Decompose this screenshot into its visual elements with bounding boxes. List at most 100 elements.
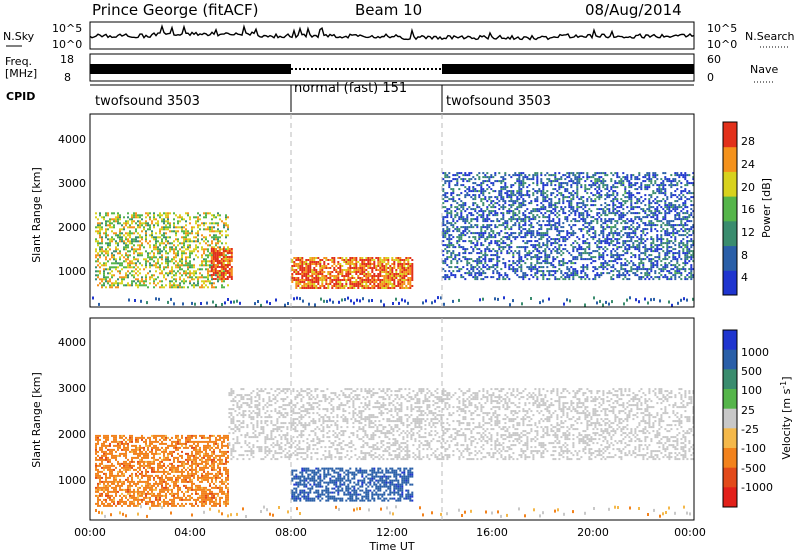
power-cell (518, 180, 520, 182)
power-cell (488, 260, 490, 262)
power-cell (177, 262, 179, 264)
power-cell (293, 261, 295, 263)
power-cell (594, 278, 596, 280)
power-cell (564, 218, 566, 220)
power-cell (616, 172, 618, 174)
power-cell (458, 240, 460, 242)
power-cell (638, 250, 640, 252)
power-cell (676, 252, 678, 254)
power-cell (205, 216, 207, 218)
power-cell (494, 226, 496, 228)
power-cell (566, 272, 568, 274)
power-cell (574, 256, 576, 258)
power-cell (556, 252, 558, 254)
power-cell (610, 172, 612, 174)
power-cell (215, 278, 217, 280)
power-cell (173, 252, 175, 254)
power-cell (522, 176, 524, 178)
power-cell (536, 200, 538, 202)
power-cell (203, 216, 205, 218)
power-cell (516, 198, 518, 200)
power-cell (197, 232, 199, 234)
power-cell (602, 180, 604, 182)
power-cell (137, 226, 139, 228)
power-cell (654, 256, 656, 258)
power-cell (492, 232, 494, 234)
power-cell (660, 188, 662, 190)
power-cell (630, 270, 632, 272)
power-cell (187, 230, 189, 232)
power-cell (662, 258, 664, 260)
power-cell (546, 228, 548, 230)
power-cell (542, 242, 544, 244)
power-cell (564, 240, 566, 242)
power-cell (458, 252, 460, 254)
power-cell (349, 281, 351, 283)
power-cell (592, 278, 594, 280)
power-cell (638, 258, 640, 260)
power-cell (446, 212, 448, 214)
power-cell (211, 230, 213, 232)
power-cell (117, 282, 119, 284)
power-cell (490, 200, 492, 202)
power-cell (295, 279, 297, 281)
power-cell (299, 259, 301, 261)
power-cell (155, 240, 157, 242)
power-cell (600, 230, 602, 232)
power-cell (211, 278, 213, 280)
power-cell (462, 252, 464, 254)
power-cell (566, 188, 568, 190)
power-cell (444, 210, 446, 212)
power-cell (536, 198, 538, 200)
power-cell (634, 264, 636, 266)
power-cell (401, 283, 403, 285)
power-cell (456, 260, 458, 262)
power-cell (225, 270, 227, 272)
power-cell (608, 208, 610, 210)
power-cell (468, 180, 470, 182)
power-cell (135, 212, 137, 214)
power-cell (524, 248, 526, 250)
power-cell (608, 238, 610, 240)
power-cell (105, 262, 107, 264)
power-cell (638, 276, 640, 278)
power-cell (632, 222, 634, 224)
power-cell (610, 200, 612, 202)
power-cell (205, 258, 207, 260)
power-cell (207, 274, 209, 276)
power-cell (103, 276, 105, 278)
power-cell (297, 265, 299, 267)
power-cell (614, 186, 616, 188)
power-cell (486, 238, 488, 240)
power-cell (399, 279, 401, 281)
power-cell (548, 174, 550, 176)
power-cell (538, 270, 540, 272)
power-cell (582, 176, 584, 178)
power-cell (103, 254, 105, 256)
power-cell (598, 212, 600, 214)
power-cell (478, 258, 480, 260)
power-cell (217, 260, 219, 262)
power-cell (586, 192, 588, 194)
power-cell (311, 285, 313, 287)
power-cell (187, 266, 189, 268)
power-cell (624, 190, 626, 192)
power-cell (488, 204, 490, 206)
power-cell (586, 222, 588, 224)
power-cell (486, 208, 488, 210)
power-cell (556, 278, 558, 280)
power-cell (574, 246, 576, 248)
power-cell (598, 242, 600, 244)
power-cell (171, 284, 173, 286)
power-cell (407, 287, 409, 289)
power-cell (347, 267, 349, 269)
power-cell (488, 242, 490, 244)
power-cell (133, 216, 135, 218)
power-cell (672, 224, 674, 226)
power-cell (596, 192, 598, 194)
power-cell (211, 260, 213, 262)
power-cell (488, 234, 490, 236)
power-cell (125, 238, 127, 240)
power-cell (171, 270, 173, 272)
power-cell (219, 254, 221, 256)
